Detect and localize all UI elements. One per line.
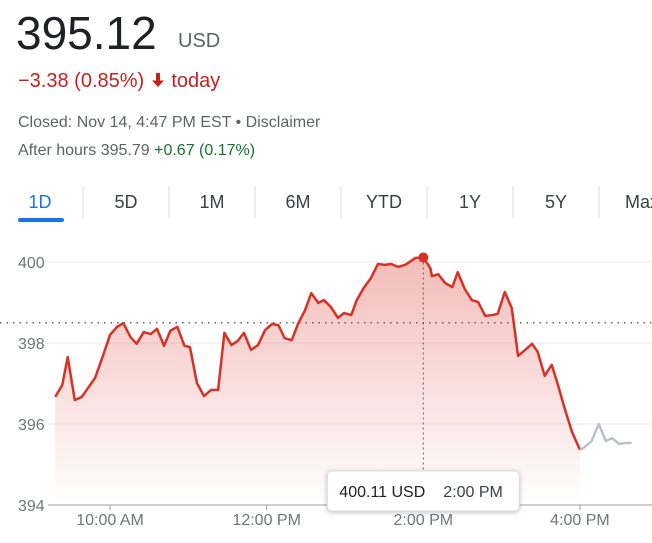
area: [55, 257, 580, 505]
hover-dot: [418, 252, 429, 263]
y-tick-label: 400: [18, 255, 45, 272]
change: −3.38 (0.85%): [18, 70, 145, 92]
down-arrow: [151, 73, 164, 87]
tab[interactable]: 1D: [28, 192, 51, 212]
separator: •: [235, 114, 242, 131]
tabs: 1D 5D 1M 6M YTD 1Y 5Y Max: [18, 186, 652, 222]
line: [54, 256, 582, 451]
tooltip-box: [326, 470, 520, 512]
tab[interactable]: 1Y: [459, 192, 481, 212]
y-tick-label: 398: [18, 336, 45, 353]
closed: Closed: Nov 14, 4:47 PM EST: [18, 114, 232, 131]
after-hours-change: +0.67 (0.17%): [154, 142, 256, 159]
tab[interactable]: 1M: [199, 192, 224, 212]
tooltip-value: 400.11 USD: [339, 484, 425, 501]
tab[interactable]: 5D: [114, 192, 137, 212]
tab-indicator: [18, 218, 64, 222]
tab[interactable]: 6M: [285, 192, 310, 212]
y-tick-label: 394: [18, 498, 45, 515]
y-tick-label: 396: [18, 417, 45, 434]
change-row: −3.38 (0.85%) today: [18, 70, 220, 93]
chart: 394 396 398 400 10:00 AM 12:00 PM 2:00 PM 4:00 …: [0, 252, 652, 529]
x-tick-label: 2:00 PM: [394, 512, 454, 529]
period: today: [171, 70, 221, 92]
tab[interactable]: 5Y: [545, 192, 567, 212]
x-tick-label: 4:00 PM: [550, 512, 610, 529]
closed-row: Closed: Nov 14, 4:47 PM EST • Disclaimer: [18, 114, 320, 132]
x-tick-label: 12:00 PM: [232, 512, 300, 529]
line: [579, 422, 632, 451]
tab[interactable]: Max: [625, 192, 652, 212]
after-hours-price: 395.79: [100, 142, 150, 159]
after-hours-label: After hours: [18, 142, 97, 159]
after-hours-row: After hours 395.79 +0.67 (0.17%): [18, 142, 255, 160]
tooltip-time: 2:00 PM: [443, 484, 503, 501]
disclaimer[interactable]: Disclaimer: [245, 114, 321, 131]
tab[interactable]: YTD: [366, 192, 402, 212]
currency: USD: [178, 30, 221, 52]
x-tick-label: 10:00 AM: [76, 512, 144, 529]
price: 395.12: [16, 7, 157, 59]
